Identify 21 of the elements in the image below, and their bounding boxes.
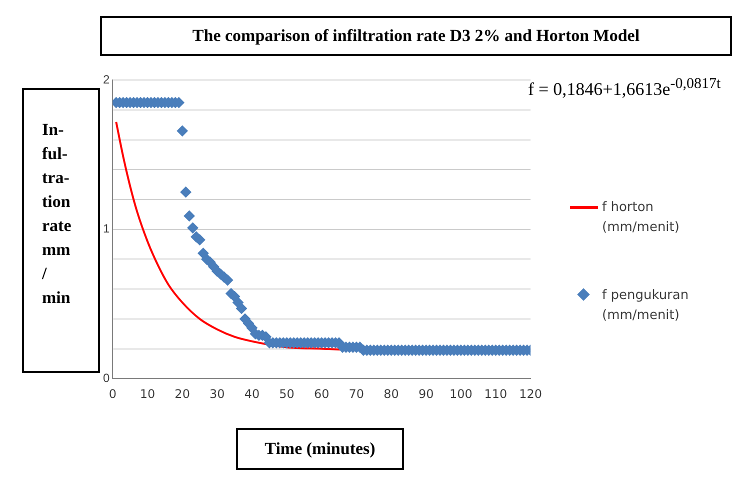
x-tick-label: 90 — [418, 386, 434, 401]
y-tick-label: 0 — [102, 370, 110, 385]
x-tick-label: 100 — [449, 386, 472, 401]
y-tick-label: 1 — [102, 222, 110, 236]
legend-label: f pengukuran (mm/menit) — [602, 287, 690, 325]
x-tick-label: 70 — [348, 386, 364, 401]
x-axis-title: Time (minutes) — [236, 428, 404, 470]
y-tick-label: 2 — [102, 72, 110, 87]
annotation: f = 0,1846+1,6613e$^{-0,0817t}$ — [528, 76, 721, 100]
x-tick-label: 80 — [384, 386, 399, 401]
chart-title: The comparison of infiltration rate D3 2% and Horton Model — [100, 16, 732, 56]
x-tick-label: 10 — [140, 386, 156, 401]
x-tick-label: 30 — [210, 386, 225, 401]
x-tick-label: 20 — [174, 386, 190, 401]
x-tick-label: 50 — [279, 386, 294, 401]
x-tick-label: 60 — [314, 386, 330, 401]
y-axis-title: In- ful- tra- tion rate mm / min — [42, 119, 72, 309]
legend-label: f horton (mm/menit) — [602, 199, 680, 237]
x-tick-label: 120 — [519, 386, 542, 401]
x-tick-label: 40 — [244, 386, 260, 401]
x-tick-label: 110 — [484, 386, 508, 401]
